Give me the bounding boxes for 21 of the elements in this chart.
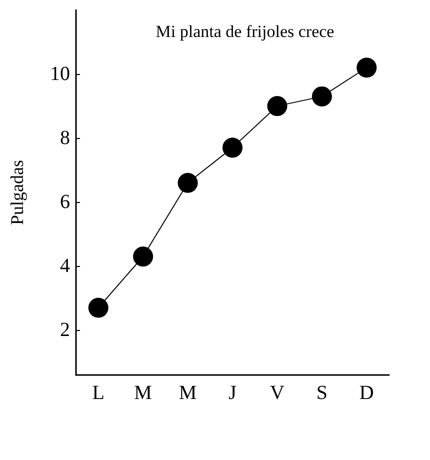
- x-tick-label: J: [228, 382, 237, 404]
- point: [312, 86, 332, 106]
- x-tick-label: L: [92, 382, 104, 404]
- x-tick-label: S: [316, 382, 328, 404]
- point: [222, 138, 242, 158]
- x-tick-label: M: [134, 382, 152, 404]
- text: Mi planta de frijoles crece: [156, 22, 334, 41]
- point: [178, 172, 198, 193]
- point: [88, 298, 108, 318]
- x-tick-label: V: [270, 382, 285, 404]
- point: [267, 96, 288, 116]
- x-tick-label: M: [178, 382, 197, 404]
- y-tick-label: 6: [60, 191, 70, 214]
- y-tick-label: 4: [60, 255, 70, 278]
- point: [133, 246, 154, 267]
- y-axis-title: Pulgadas: [7, 160, 27, 225]
- x-tick-label: D: [359, 382, 374, 404]
- point: [356, 58, 377, 78]
- y-tick-label: 2: [60, 319, 70, 342]
- y-tick-label: 10: [50, 63, 70, 86]
- y-tick-label: 8: [60, 127, 70, 150]
